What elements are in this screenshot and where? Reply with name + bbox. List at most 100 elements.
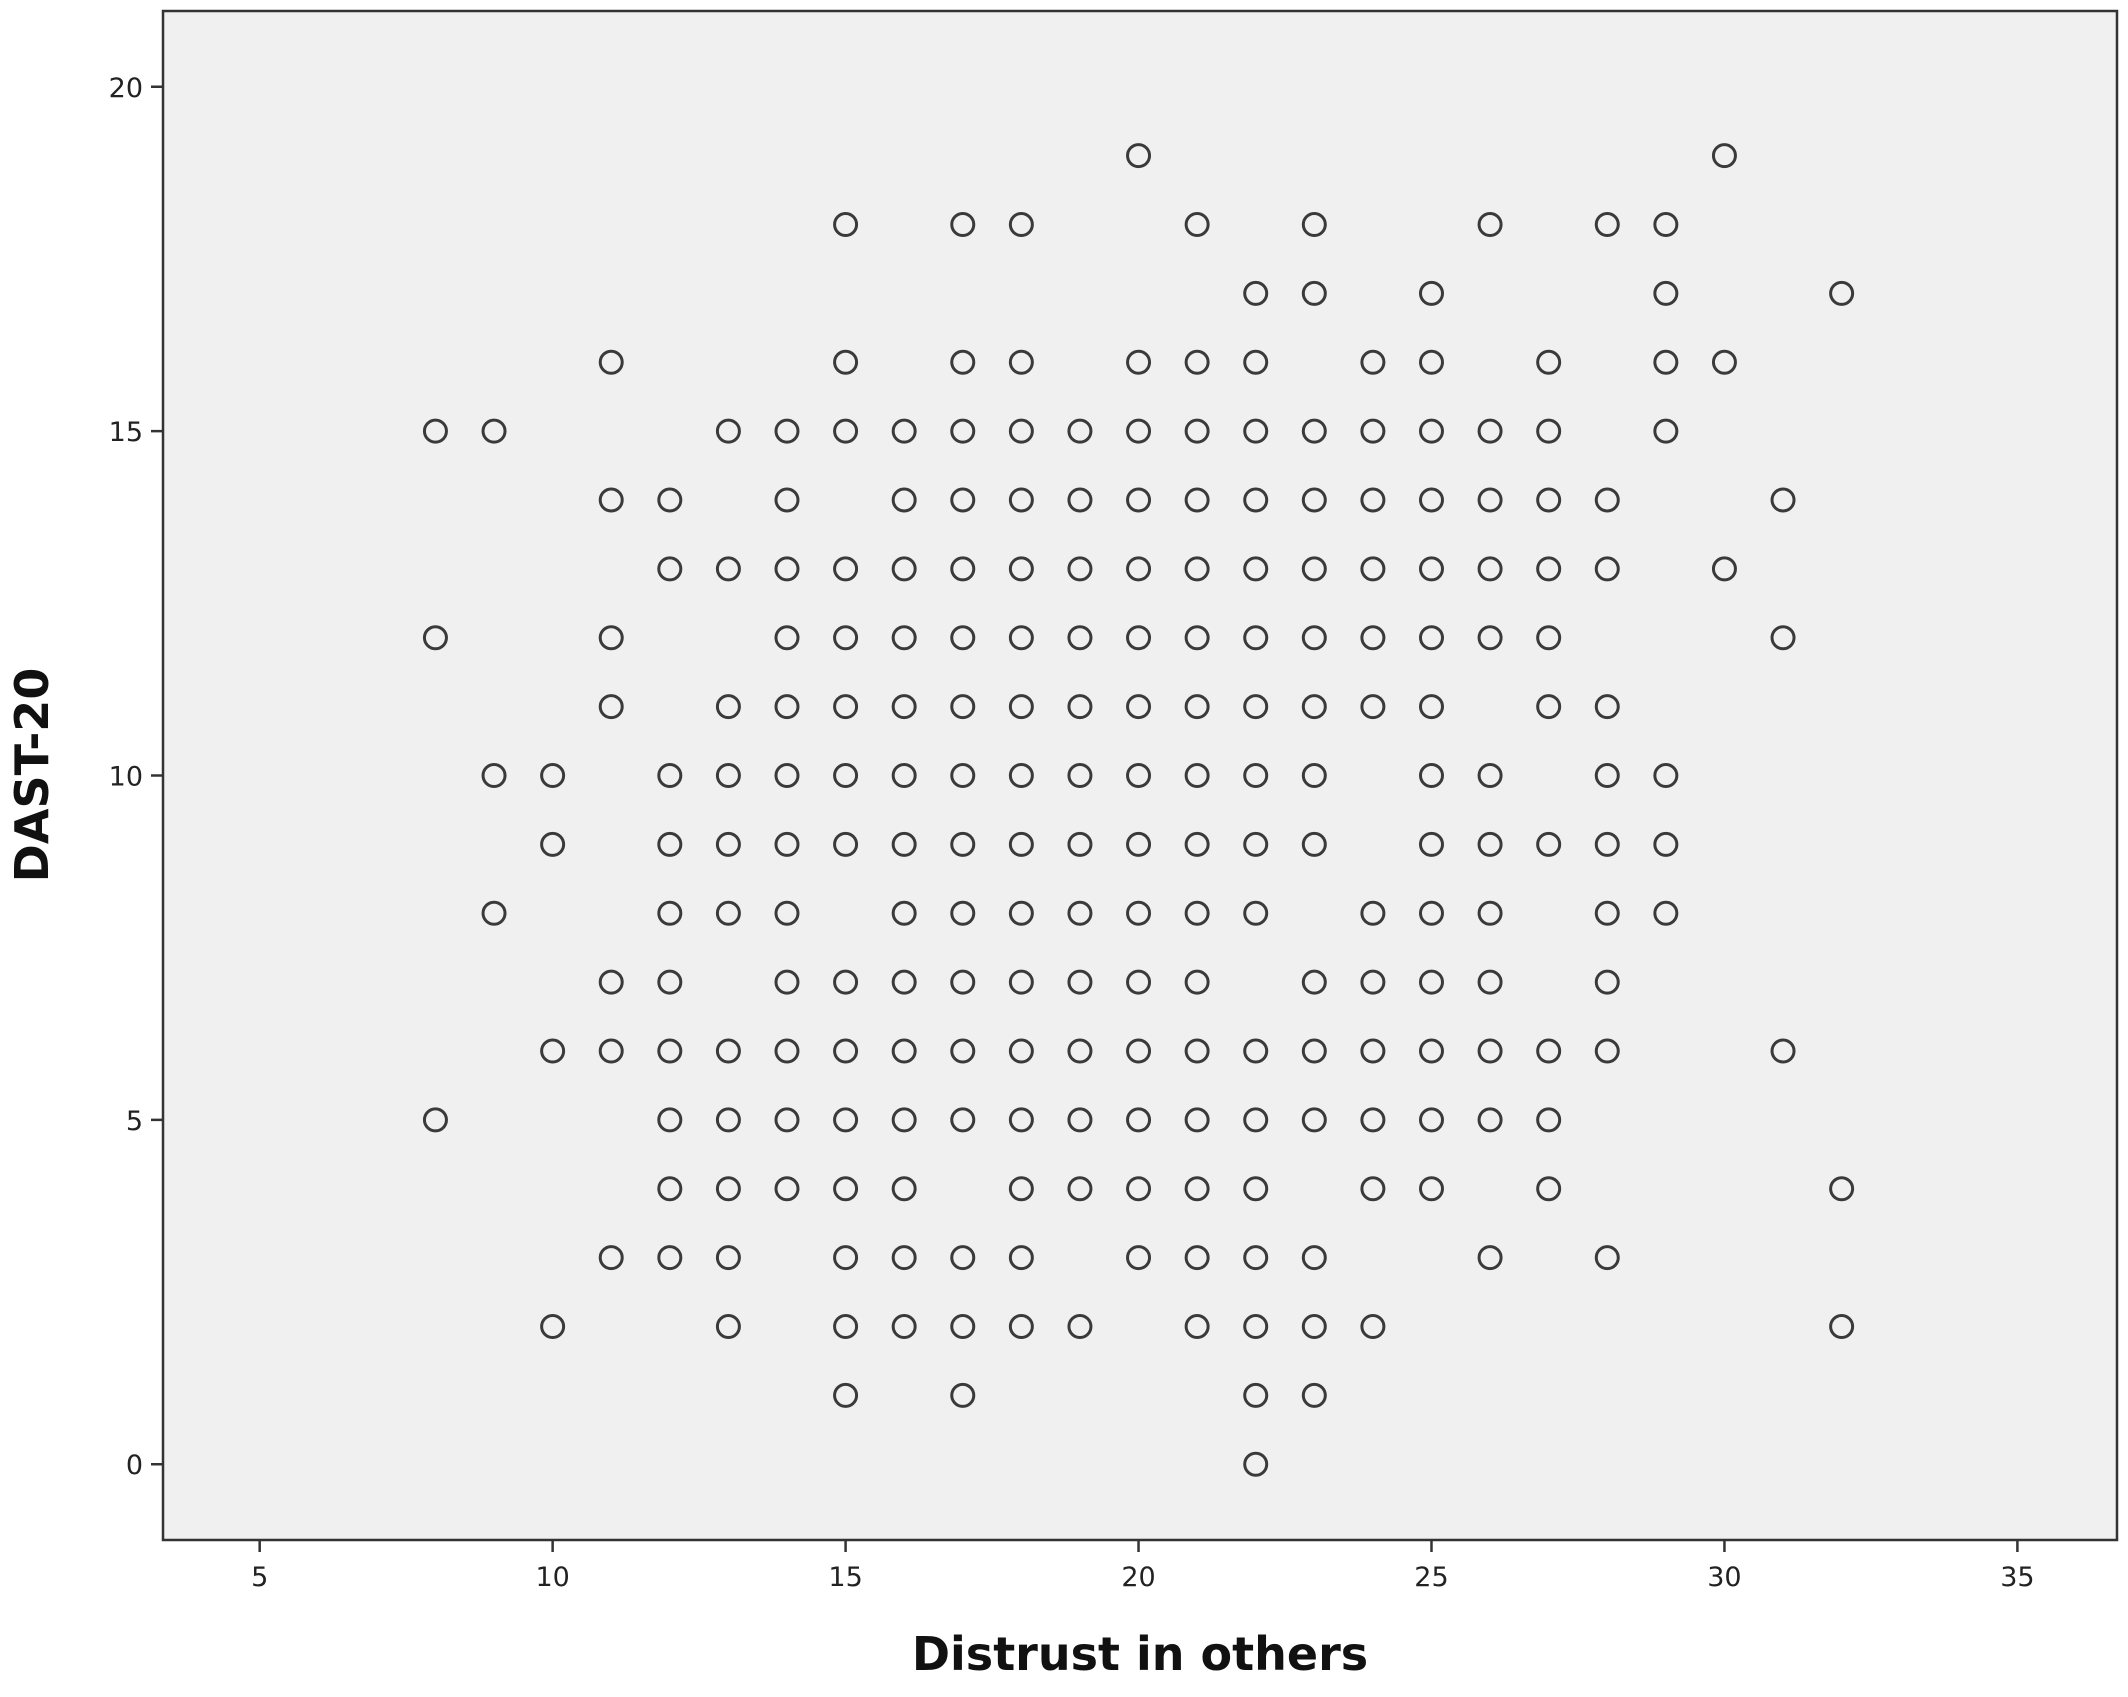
scatter-point — [1301, 1245, 1327, 1271]
scatter-point — [950, 1245, 976, 1271]
scatter-point — [481, 900, 507, 926]
scatter-point — [540, 1313, 566, 1339]
scatter-point — [1008, 1107, 1034, 1133]
scatter-point — [1126, 900, 1152, 926]
scatter-point — [1536, 1176, 1562, 1202]
scatter-point — [1360, 1176, 1386, 1202]
scatter-point — [1477, 831, 1503, 857]
scatter-point — [1008, 418, 1034, 444]
scatter-point — [950, 763, 976, 788]
scatter-point — [1126, 556, 1152, 582]
scatter-point — [774, 900, 800, 926]
x-tick-label: 35 — [2000, 1562, 2034, 1593]
scatter-point — [598, 969, 624, 995]
scatter-point — [774, 763, 800, 788]
scatter-point — [1653, 280, 1679, 306]
scatter-point — [1184, 831, 1210, 857]
scatter-point — [1067, 418, 1093, 444]
scatter-point — [1301, 212, 1327, 238]
scatter-point — [1184, 1176, 1210, 1202]
scatter-point — [833, 1107, 859, 1133]
scatter-point — [1243, 831, 1269, 857]
scatter-point — [715, 694, 741, 720]
scatter-point — [1184, 694, 1210, 720]
scatter-point — [1067, 694, 1093, 720]
scatter-point — [715, 1245, 741, 1271]
scatter-point — [657, 1107, 683, 1133]
scatter-point — [1536, 1107, 1562, 1133]
scatter-point — [1184, 418, 1210, 444]
scatter-point — [715, 1313, 741, 1339]
scatter-point — [1477, 1107, 1503, 1133]
scatter-point — [1418, 349, 1444, 375]
scatter-point — [891, 556, 917, 582]
scatter-point — [1184, 1107, 1210, 1133]
scatter-point — [1360, 349, 1386, 375]
scatter-point — [1067, 1107, 1093, 1133]
scatter-point — [1594, 969, 1620, 995]
scatter-point — [1536, 831, 1562, 857]
scatter-point — [1477, 1038, 1503, 1064]
scatter-point — [833, 694, 859, 720]
scatter-point — [1594, 487, 1620, 513]
scatter-point — [657, 556, 683, 582]
scatter-point — [1301, 487, 1327, 513]
scatter-point — [891, 694, 917, 720]
scatter-point — [950, 487, 976, 513]
scatter-point — [950, 418, 976, 444]
scatter-point — [657, 1245, 683, 1271]
scatter-point — [715, 831, 741, 857]
scatter-point — [774, 969, 800, 995]
scatter-point — [833, 349, 859, 375]
x-tick-label: 15 — [828, 1562, 862, 1593]
scatter-point — [1243, 487, 1269, 513]
scatter-point — [1536, 694, 1562, 720]
scatter-point — [1360, 694, 1386, 720]
scatter-point — [715, 556, 741, 582]
x-tick-label: 10 — [535, 1562, 569, 1593]
scatter-point — [422, 1107, 448, 1133]
x-tick-label: 20 — [1121, 1562, 1155, 1593]
scatter-point — [891, 487, 917, 513]
scatter-point — [1477, 487, 1503, 513]
scatter-point — [1067, 969, 1093, 995]
scatter-point — [715, 1107, 741, 1133]
scatter-point — [715, 1176, 741, 1202]
scatter-point — [1126, 694, 1152, 720]
scatter-point — [1711, 556, 1737, 582]
scatter-point — [891, 763, 917, 788]
scatter-point — [715, 763, 741, 788]
x-tick-label: 5 — [251, 1562, 268, 1593]
scatter-point — [950, 1313, 976, 1339]
scatter-point — [1829, 1176, 1855, 1202]
scatter-point — [1360, 1313, 1386, 1339]
scatter-point — [657, 763, 683, 788]
scatter-point — [1477, 212, 1503, 238]
scatter-point — [833, 1382, 859, 1408]
scatter-point — [1008, 556, 1034, 582]
scatter-point — [1711, 143, 1737, 169]
scatter-point — [1418, 418, 1444, 444]
scatter-point — [1126, 487, 1152, 513]
scatter-point — [598, 1038, 624, 1064]
scatter-point — [1301, 694, 1327, 720]
scatter-point — [1067, 900, 1093, 926]
scatter-point — [1243, 763, 1269, 788]
scatter-point — [774, 1038, 800, 1064]
scatter-point — [1301, 1313, 1327, 1339]
scatter-point — [1126, 1038, 1152, 1064]
scatter-point — [1594, 212, 1620, 238]
scatter-point — [1536, 1038, 1562, 1064]
scatter-point — [1653, 212, 1679, 238]
scatter-point — [950, 212, 976, 238]
scatter-point — [774, 487, 800, 513]
scatter-point — [950, 831, 976, 857]
scatter-point — [833, 625, 859, 651]
scatter-point — [1243, 1382, 1269, 1408]
scatter-point — [891, 625, 917, 651]
scatter-point — [657, 1176, 683, 1202]
scatter-point — [1594, 694, 1620, 720]
scatter-point — [715, 900, 741, 926]
